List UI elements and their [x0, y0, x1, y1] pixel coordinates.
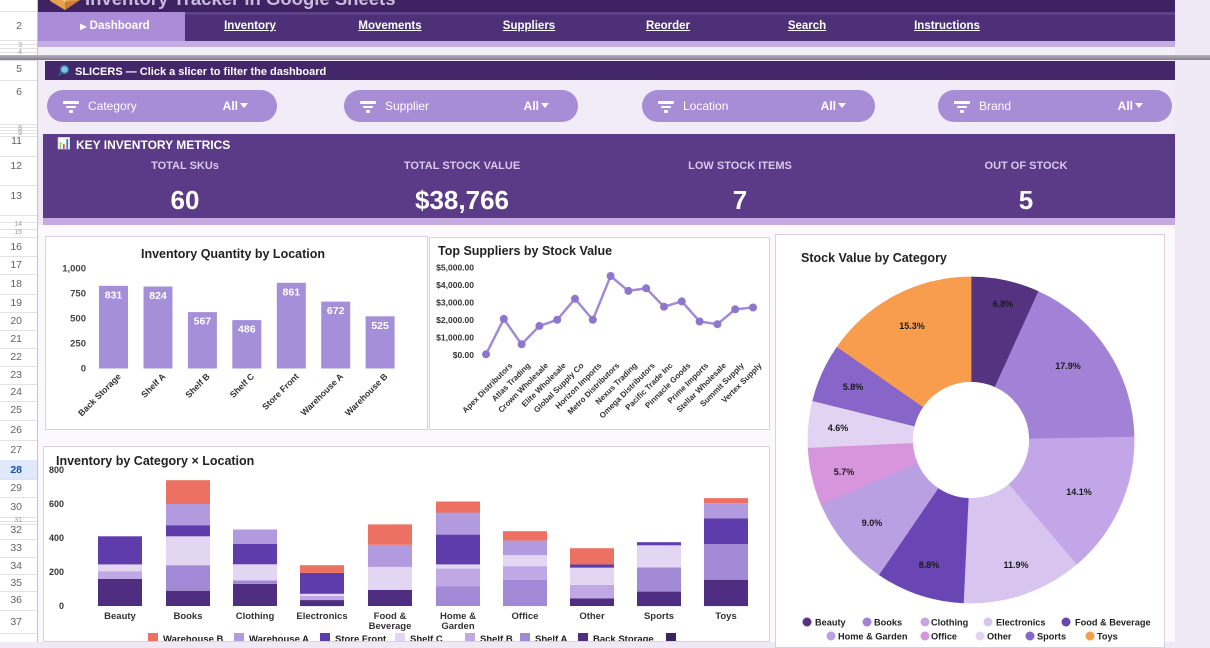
svg-text:600: 600 [49, 499, 64, 509]
svg-text:Warehouse A: Warehouse A [299, 371, 346, 418]
svg-text:Shelf B: Shelf B [480, 634, 513, 641]
svg-text:Office: Office [931, 632, 957, 642]
svg-text:800: 800 [49, 465, 64, 475]
svg-text:Top Suppliers by Stock Value: Top Suppliers by Stock Value [438, 244, 612, 258]
svg-text:250: 250 [70, 339, 86, 350]
svg-text:$5,000.00: $5,000.00 [436, 262, 474, 272]
svg-text:831: 831 [105, 289, 123, 301]
svg-text:11.9%: 11.9% [1003, 560, 1028, 570]
svg-text:Shelf C: Shelf C [410, 634, 443, 641]
svg-text:Shelf A: Shelf A [139, 371, 168, 400]
svg-text:Shelf C: Shelf C [228, 371, 257, 400]
svg-text:525: 525 [371, 320, 389, 332]
svg-text:Office: Office [512, 611, 539, 622]
svg-text:Inventory by Category × Locati: Inventory by Category × Location [56, 454, 254, 468]
svg-text:$2,000.00: $2,000.00 [436, 315, 474, 325]
svg-text:Garden: Garden [441, 621, 474, 632]
svg-text:9.0%: 9.0% [862, 518, 883, 528]
svg-text:200: 200 [49, 567, 64, 577]
svg-text:Other: Other [579, 611, 605, 622]
svg-text:Beverage: Beverage [369, 621, 412, 632]
svg-text:Toys: Toys [1097, 632, 1118, 642]
svg-text:Stock Value by Category: Stock Value by Category [801, 251, 947, 265]
svg-text:Beauty: Beauty [815, 618, 847, 628]
svg-text:672: 672 [327, 305, 345, 317]
svg-text:Warehouse A: Warehouse A [249, 634, 309, 641]
svg-text:Warehouse B: Warehouse B [343, 371, 390, 418]
svg-text:Back Storage: Back Storage [76, 371, 123, 418]
svg-text:Shelf A: Shelf A [535, 634, 568, 641]
svg-text:6.8%: 6.8% [993, 299, 1014, 309]
svg-text:Food &: Food & [374, 611, 407, 622]
svg-text:Store Front: Store Front [260, 371, 301, 412]
svg-text:Clothing: Clothing [236, 611, 275, 622]
svg-text:0: 0 [81, 364, 86, 375]
svg-text:Books: Books [173, 611, 202, 622]
svg-text:Electronics: Electronics [996, 618, 1046, 628]
svg-text:1,000: 1,000 [62, 264, 86, 275]
svg-text:Electronics: Electronics [296, 611, 347, 622]
svg-text:Store Front: Store Front [335, 634, 387, 641]
svg-text:17.9%: 17.9% [1055, 361, 1081, 371]
svg-text:15.3%: 15.3% [899, 321, 925, 331]
svg-text:Other: Other [987, 632, 1012, 642]
svg-text:Food & Beverage: Food & Beverage [1075, 618, 1151, 628]
svg-text:$3,000.00: $3,000.00 [436, 297, 474, 307]
svg-text:Inventory Quantity by Location: Inventory Quantity by Location [141, 247, 325, 261]
svg-text:Back Storage: Back Storage [593, 634, 654, 641]
svg-text:750: 750 [70, 289, 86, 300]
svg-text:Sports: Sports [644, 611, 674, 622]
svg-text:486: 486 [238, 324, 256, 336]
svg-text:500: 500 [70, 314, 86, 325]
svg-text:0: 0 [59, 601, 64, 611]
svg-text:4.6%: 4.6% [828, 423, 849, 433]
svg-text:400: 400 [49, 533, 64, 543]
svg-text:Toys: Toys [715, 611, 736, 622]
svg-text:Warehouse B: Warehouse B [163, 634, 223, 641]
svg-text:861: 861 [283, 286, 301, 298]
svg-text:5.8%: 5.8% [843, 382, 864, 392]
svg-text:$4,000.00: $4,000.00 [436, 280, 474, 290]
svg-text:Shelf B: Shelf B [183, 371, 212, 400]
svg-text:Home & Garden: Home & Garden [838, 632, 908, 642]
svg-text:824: 824 [149, 290, 167, 302]
svg-text:Books: Books [874, 618, 902, 628]
svg-text:5.7%: 5.7% [834, 467, 855, 477]
svg-text:Home &: Home & [440, 611, 476, 622]
svg-text:Beauty: Beauty [104, 611, 136, 622]
svg-text:Clothing: Clothing [931, 618, 968, 628]
svg-text:$1,000.00: $1,000.00 [436, 332, 474, 342]
svg-text:14.1%: 14.1% [1066, 487, 1092, 497]
svg-text:567: 567 [194, 316, 212, 328]
svg-text:$0.00: $0.00 [453, 350, 475, 360]
svg-text:Sports: Sports [1037, 632, 1066, 642]
svg-text:8.8%: 8.8% [919, 560, 940, 570]
